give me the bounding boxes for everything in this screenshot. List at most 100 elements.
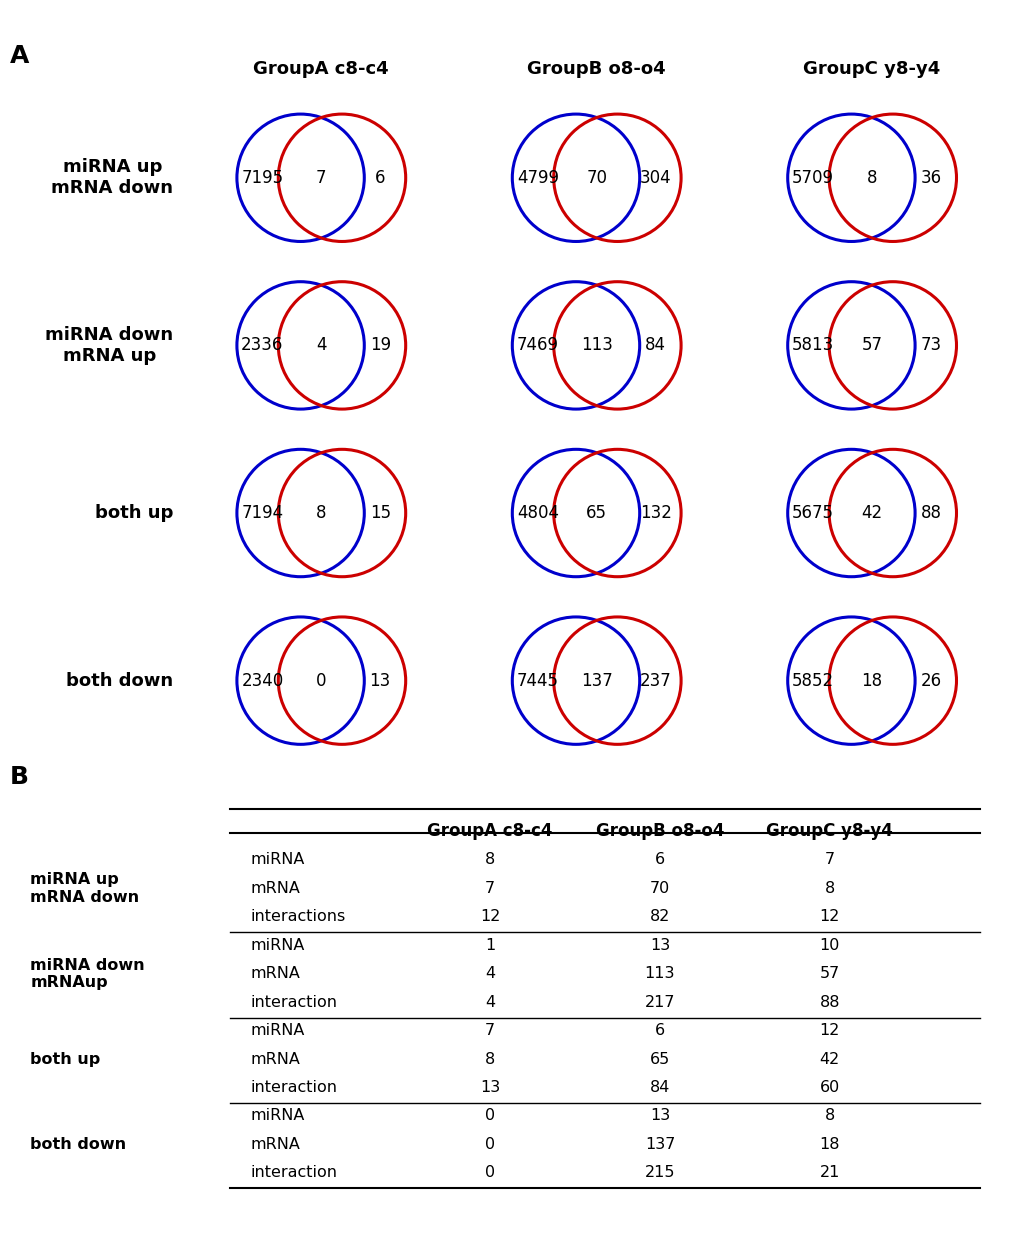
Text: 88: 88 [919, 503, 941, 522]
Text: 5709: 5709 [792, 169, 834, 186]
Text: GroupC y8-y4: GroupC y8-y4 [765, 823, 893, 840]
Text: 13: 13 [649, 1109, 669, 1124]
Text: 73: 73 [919, 337, 941, 354]
Text: both down: both down [66, 671, 173, 690]
Text: 4: 4 [484, 994, 494, 1009]
Text: 13: 13 [369, 671, 390, 690]
Text: 70: 70 [649, 881, 669, 896]
Text: 6: 6 [375, 169, 385, 186]
Text: GroupA c8-c4: GroupA c8-c4 [427, 823, 552, 840]
Text: mRNA: mRNA [250, 966, 300, 981]
Text: 113: 113 [644, 966, 675, 981]
Text: 304: 304 [639, 169, 671, 186]
Text: miRNA down
mRNA up: miRNA down mRNA up [45, 326, 173, 364]
Text: GroupC y8-y4: GroupC y8-y4 [803, 60, 940, 78]
Text: both up: both up [31, 1052, 100, 1066]
Text: miRNA: miRNA [250, 1109, 305, 1124]
Text: 60: 60 [819, 1080, 840, 1095]
Text: 217: 217 [644, 994, 675, 1009]
Text: miRNA down
mRNAup: miRNA down mRNAup [31, 957, 145, 989]
Text: miRNA: miRNA [250, 937, 305, 953]
Text: 7: 7 [484, 881, 494, 896]
Text: interaction: interaction [250, 994, 336, 1009]
Text: 42: 42 [861, 503, 881, 522]
Text: B: B [10, 766, 30, 789]
Text: 7194: 7194 [242, 503, 283, 522]
Text: 15: 15 [369, 503, 390, 522]
Text: 8: 8 [316, 503, 326, 522]
Text: mRNA: mRNA [250, 1137, 300, 1152]
Text: both down: both down [31, 1137, 126, 1152]
Text: interaction: interaction [250, 1166, 336, 1181]
Text: 84: 84 [644, 337, 665, 354]
Text: 8: 8 [866, 169, 876, 186]
Text: 8: 8 [484, 1052, 494, 1066]
Text: 137: 137 [580, 671, 612, 690]
Text: 13: 13 [649, 937, 669, 953]
Text: 10: 10 [819, 937, 840, 953]
Text: 4: 4 [484, 966, 494, 981]
Text: both up: both up [95, 503, 173, 522]
Text: 1: 1 [484, 937, 494, 953]
Text: 8: 8 [824, 881, 835, 896]
Text: 5675: 5675 [792, 503, 834, 522]
Text: interaction: interaction [250, 1080, 336, 1095]
Text: miRNA: miRNA [250, 1023, 305, 1038]
Text: 18: 18 [861, 671, 881, 690]
Text: GroupB o8-o4: GroupB o8-o4 [527, 60, 665, 78]
Text: GroupB o8-o4: GroupB o8-o4 [595, 823, 723, 840]
Text: 26: 26 [919, 671, 941, 690]
Text: 6: 6 [654, 853, 664, 868]
Text: 7: 7 [484, 1023, 494, 1038]
Text: 5813: 5813 [792, 337, 834, 354]
Text: 70: 70 [586, 169, 606, 186]
Text: 0: 0 [484, 1109, 494, 1124]
Text: 82: 82 [649, 910, 669, 925]
Text: A: A [10, 44, 30, 67]
Text: 4804: 4804 [517, 503, 558, 522]
Text: 84: 84 [649, 1080, 669, 1095]
Text: miRNA up
mRNA down: miRNA up mRNA down [31, 873, 140, 905]
Text: 113: 113 [580, 337, 612, 354]
Text: 8: 8 [484, 853, 494, 868]
Text: 215: 215 [644, 1166, 675, 1181]
Text: 7469: 7469 [517, 337, 558, 354]
Text: 2336: 2336 [240, 337, 283, 354]
Text: 12: 12 [479, 910, 499, 925]
Text: 6: 6 [654, 1023, 664, 1038]
Text: 19: 19 [369, 337, 390, 354]
Text: 12: 12 [819, 1023, 840, 1038]
Text: 57: 57 [861, 337, 881, 354]
Text: 137: 137 [644, 1137, 675, 1152]
Text: 5852: 5852 [792, 671, 834, 690]
Text: miRNA: miRNA [250, 853, 305, 868]
Text: 13: 13 [479, 1080, 499, 1095]
Text: 18: 18 [819, 1137, 840, 1152]
Text: 88: 88 [819, 994, 840, 1009]
Text: 0: 0 [484, 1166, 494, 1181]
Text: 36: 36 [919, 169, 941, 186]
Text: 57: 57 [819, 966, 840, 981]
Text: 132: 132 [639, 503, 671, 522]
Text: 7195: 7195 [242, 169, 283, 186]
Text: 12: 12 [819, 910, 840, 925]
Text: mRNA: mRNA [250, 881, 300, 896]
Text: 8: 8 [824, 1109, 835, 1124]
Text: 2340: 2340 [242, 671, 283, 690]
Text: 237: 237 [639, 671, 671, 690]
Text: 42: 42 [819, 1052, 840, 1066]
Text: 65: 65 [586, 503, 606, 522]
Text: 0: 0 [316, 671, 326, 690]
Text: 65: 65 [649, 1052, 669, 1066]
Text: interactions: interactions [250, 910, 345, 925]
Text: GroupA c8-c4: GroupA c8-c4 [254, 60, 388, 78]
Text: miRNA up
mRNA down: miRNA up mRNA down [51, 158, 173, 198]
Text: 7: 7 [824, 853, 835, 868]
Text: 0: 0 [484, 1137, 494, 1152]
Text: 4799: 4799 [517, 169, 558, 186]
Text: 7: 7 [316, 169, 326, 186]
Text: 7445: 7445 [517, 671, 558, 690]
Text: mRNA: mRNA [250, 1052, 300, 1066]
Text: 21: 21 [819, 1166, 840, 1181]
Text: 4: 4 [316, 337, 326, 354]
